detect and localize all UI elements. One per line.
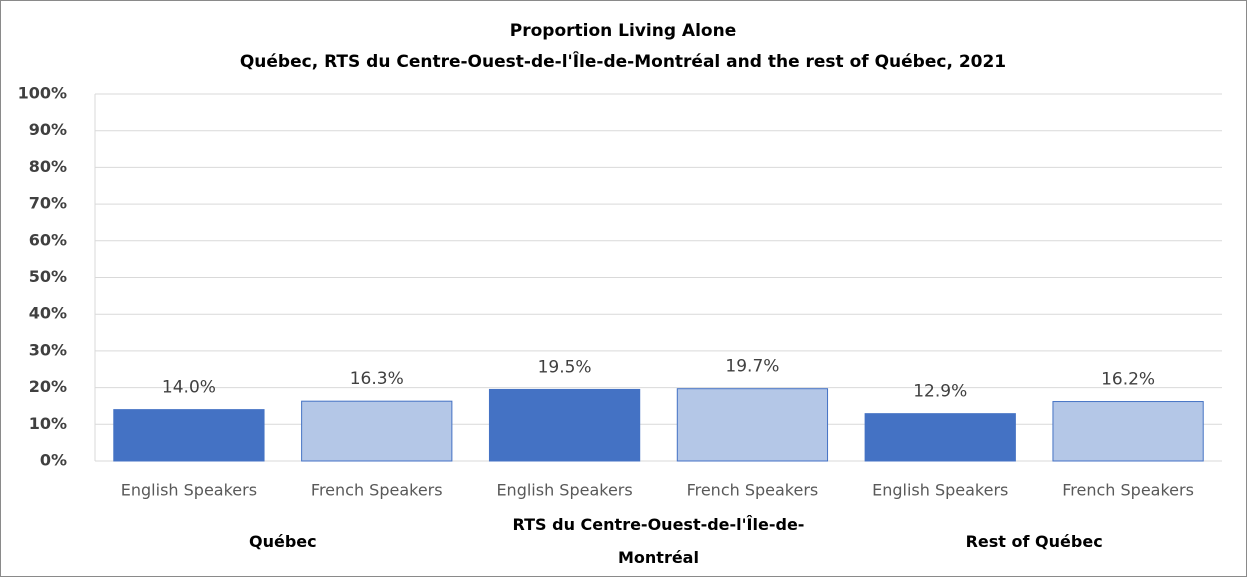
bar bbox=[301, 400, 453, 462]
chart-subtitle: Québec, RTS du Centre-Ouest-de-l'Île-de-… bbox=[240, 50, 1006, 72]
y-tick-label: 90% bbox=[29, 120, 67, 139]
y-tick-label: 40% bbox=[29, 304, 67, 323]
y-tick-label: 50% bbox=[29, 267, 67, 286]
x-tick-label: French Speakers bbox=[1062, 481, 1194, 500]
y-tick-label: 20% bbox=[29, 377, 67, 396]
bar bbox=[864, 413, 1016, 462]
chart-title: Proportion Living Alone bbox=[510, 21, 736, 41]
data-label: 12.9% bbox=[913, 382, 967, 402]
group-label: Rest of Québec bbox=[965, 531, 1103, 551]
y-tick-label: 30% bbox=[29, 340, 67, 359]
data-label: 16.2% bbox=[1101, 370, 1155, 390]
y-tick-label: 10% bbox=[29, 414, 67, 433]
bar bbox=[1052, 401, 1204, 462]
data-label: 19.5% bbox=[538, 357, 592, 377]
data-label: 19.7% bbox=[725, 357, 779, 377]
data-label: 14.0% bbox=[162, 378, 216, 398]
bar bbox=[676, 388, 829, 462]
x-tick-label: English Speakers bbox=[872, 481, 1008, 500]
y-tick-label: 100% bbox=[18, 84, 67, 103]
group-label: Québec bbox=[249, 531, 317, 551]
group-label: RTS du Centre-Ouest-de-l'Île-de-Montréal bbox=[512, 515, 805, 567]
x-tick-label: English Speakers bbox=[121, 481, 257, 500]
x-tick-label: English Speakers bbox=[496, 481, 632, 500]
y-tick-label: 0% bbox=[40, 451, 67, 470]
bar bbox=[488, 388, 641, 462]
y-tick-label: 60% bbox=[29, 230, 67, 249]
y-tick-label: 70% bbox=[29, 194, 67, 213]
y-tick-label: 80% bbox=[29, 157, 67, 176]
x-tick-label: French Speakers bbox=[687, 481, 819, 500]
data-label: 16.3% bbox=[350, 369, 404, 389]
x-tick-label: French Speakers bbox=[311, 481, 443, 500]
bar bbox=[113, 409, 265, 462]
